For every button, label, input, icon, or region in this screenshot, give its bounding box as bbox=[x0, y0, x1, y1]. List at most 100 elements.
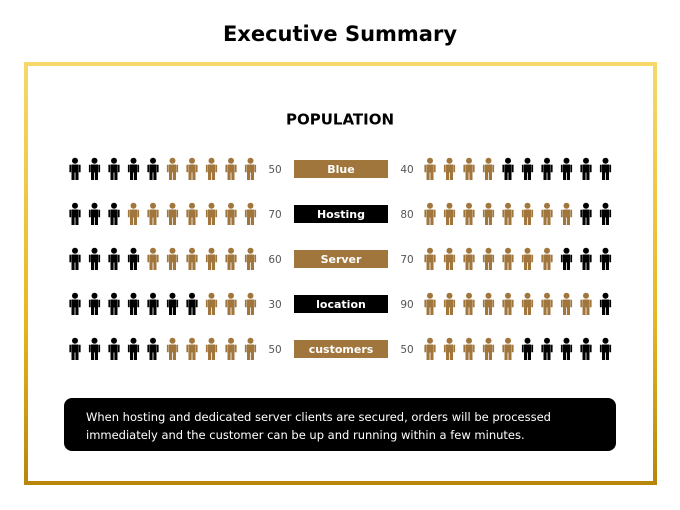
person-body bbox=[463, 344, 475, 360]
icon-row bbox=[69, 157, 257, 180]
value-label: 60 bbox=[268, 254, 281, 266]
person-icon bbox=[463, 157, 475, 180]
person-head bbox=[111, 202, 117, 209]
person-body bbox=[127, 254, 140, 270]
person-body bbox=[147, 209, 159, 225]
person-icon bbox=[205, 157, 218, 180]
person-head bbox=[111, 292, 117, 299]
person-head bbox=[130, 157, 137, 164]
person-head bbox=[485, 247, 492, 254]
person-icon bbox=[69, 337, 81, 360]
person-icon bbox=[541, 247, 553, 270]
person-head bbox=[505, 202, 511, 209]
person-body bbox=[560, 209, 573, 225]
person-head bbox=[150, 337, 156, 344]
person-head bbox=[505, 247, 511, 254]
person-icon bbox=[599, 247, 612, 270]
person-icon bbox=[147, 337, 159, 360]
person-icon bbox=[147, 157, 159, 180]
icon-row bbox=[424, 202, 612, 225]
person-head bbox=[485, 337, 492, 344]
person-head bbox=[247, 202, 254, 209]
person-head bbox=[524, 337, 531, 344]
person-head bbox=[130, 202, 137, 209]
person-head bbox=[208, 157, 215, 164]
person-icon bbox=[186, 247, 198, 270]
person-head bbox=[130, 337, 137, 344]
person-head bbox=[485, 292, 492, 299]
person-body bbox=[244, 209, 257, 225]
person-head bbox=[111, 157, 117, 164]
person-head bbox=[563, 292, 570, 299]
person-body bbox=[244, 299, 257, 315]
person-icon bbox=[88, 247, 101, 270]
person-icon bbox=[244, 157, 257, 180]
icon-row bbox=[69, 292, 257, 315]
person-icon bbox=[580, 157, 592, 180]
person-icon bbox=[502, 292, 514, 315]
person-head bbox=[466, 202, 472, 209]
person-body bbox=[424, 344, 436, 360]
person-body bbox=[127, 299, 140, 315]
icon-row bbox=[69, 337, 257, 360]
person-icon bbox=[521, 157, 534, 180]
person-icon bbox=[166, 247, 179, 270]
person-icon bbox=[166, 292, 179, 315]
person-body bbox=[502, 299, 514, 315]
person-body bbox=[521, 164, 534, 180]
person-icon bbox=[521, 202, 534, 225]
person-body bbox=[482, 254, 495, 270]
person-icon bbox=[463, 202, 475, 225]
person-body bbox=[443, 164, 456, 180]
person-head bbox=[505, 292, 511, 299]
person-icon bbox=[541, 337, 553, 360]
person-icon bbox=[147, 202, 159, 225]
icon-row bbox=[69, 247, 257, 270]
person-icon bbox=[599, 202, 612, 225]
person-body bbox=[166, 254, 179, 270]
person-body bbox=[482, 344, 495, 360]
person-icon bbox=[463, 337, 475, 360]
person-head bbox=[427, 337, 433, 344]
person-head bbox=[544, 202, 550, 209]
icon-row bbox=[424, 337, 612, 360]
person-icon bbox=[225, 157, 237, 180]
person-icon bbox=[166, 337, 179, 360]
person-body bbox=[580, 344, 592, 360]
person-icon bbox=[225, 247, 237, 270]
person-head bbox=[130, 247, 137, 254]
person-icon bbox=[69, 292, 81, 315]
person-body bbox=[186, 344, 198, 360]
person-body bbox=[205, 344, 218, 360]
person-icon bbox=[580, 202, 592, 225]
person-body bbox=[560, 164, 573, 180]
person-body bbox=[225, 164, 237, 180]
person-body bbox=[502, 344, 514, 360]
person-icon bbox=[580, 337, 592, 360]
person-icon bbox=[502, 247, 514, 270]
person-icon bbox=[205, 202, 218, 225]
category-box bbox=[294, 250, 388, 268]
person-head bbox=[466, 337, 472, 344]
person-body bbox=[225, 344, 237, 360]
person-body bbox=[244, 344, 257, 360]
person-head bbox=[602, 202, 609, 209]
person-head bbox=[72, 157, 78, 164]
person-head bbox=[208, 292, 215, 299]
person-body bbox=[463, 299, 475, 315]
value-label: 80 bbox=[400, 209, 413, 221]
person-icon bbox=[424, 247, 436, 270]
person-body bbox=[521, 344, 534, 360]
value-label: 90 bbox=[400, 299, 413, 311]
person-head bbox=[247, 337, 254, 344]
person-head bbox=[111, 247, 117, 254]
person-head bbox=[524, 157, 531, 164]
person-body bbox=[108, 344, 120, 360]
person-icon bbox=[88, 157, 101, 180]
person-body bbox=[599, 254, 612, 270]
person-body bbox=[502, 209, 514, 225]
person-head bbox=[208, 202, 215, 209]
person-icon bbox=[482, 247, 495, 270]
person-head bbox=[583, 202, 589, 209]
